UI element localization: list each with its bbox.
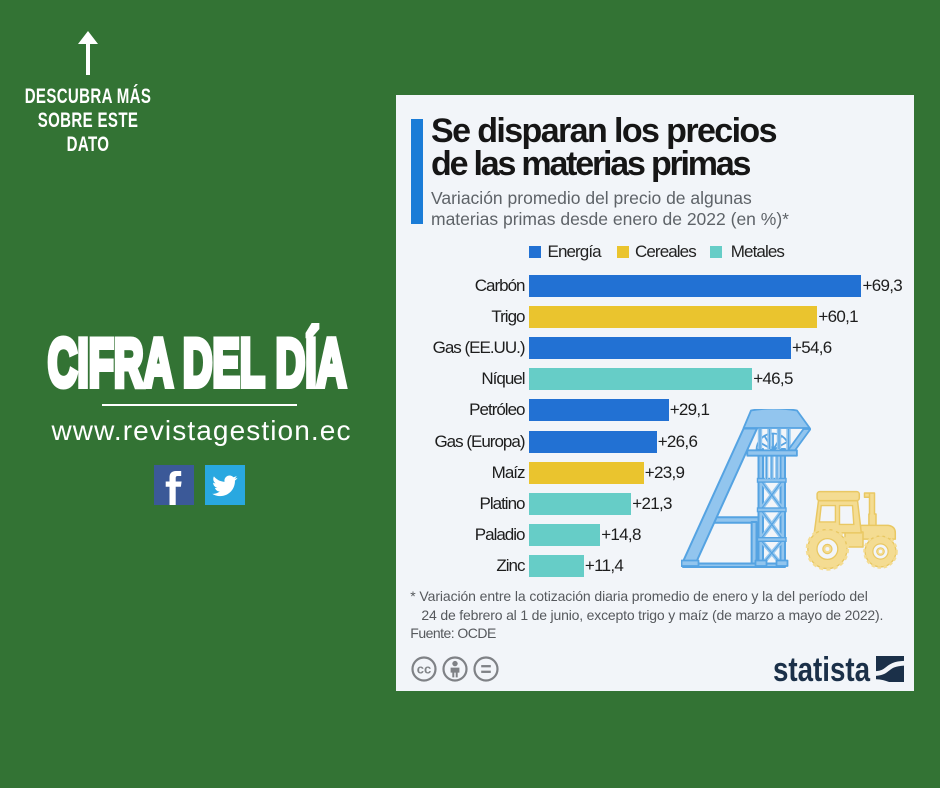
svg-text:cc: cc xyxy=(416,662,430,677)
svg-text:statista: statista xyxy=(773,654,871,684)
